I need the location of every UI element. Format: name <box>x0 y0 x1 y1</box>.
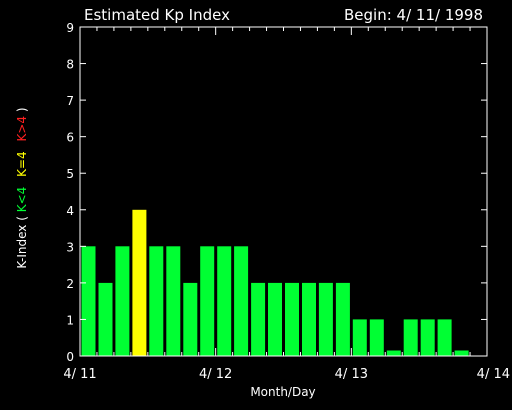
kp-bar <box>318 282 333 356</box>
kp-bar <box>352 319 367 356</box>
y-tick-label: 7 <box>66 94 74 108</box>
y-tick-label: 9 <box>66 21 74 35</box>
kp-bar <box>115 246 130 356</box>
kp-bar <box>166 246 181 356</box>
kp-bar <box>234 246 249 356</box>
y-tick-label: 6 <box>66 131 74 145</box>
x-tick-label: 4/ 12 <box>199 367 232 382</box>
x-tick-label: 4/ 11 <box>63 367 96 382</box>
y-tick-label: 8 <box>66 58 74 72</box>
kp-bar <box>183 282 198 356</box>
kp-bar <box>403 319 418 356</box>
kp-bar <box>369 319 384 356</box>
chart-title: Estimated Kp Index <box>84 6 230 24</box>
bar-series <box>81 209 469 356</box>
kp-bar <box>335 282 350 356</box>
y-axis-label: K-Index ( K<4 K=4 K>4 ) <box>15 107 29 268</box>
y-axis-label-low: K<4 <box>15 187 29 213</box>
x-tick-label: 4/ 14 <box>477 367 510 382</box>
chart-subtitle: Begin: 4/ 11/ 1998 <box>344 6 483 24</box>
y-tick-label: 1 <box>66 313 74 327</box>
kp-bar <box>217 246 232 356</box>
plot-area: 0 1 2 3 4 5 6 7 8 9 4/ 11 4/ 12 4/ 13 4/ 14 <box>63 21 510 382</box>
kp-bar <box>268 282 282 356</box>
y-tick-label: 5 <box>66 167 74 181</box>
y-tick-label: 4 <box>66 204 74 218</box>
kp-bar <box>386 350 401 356</box>
kp-bar <box>285 282 299 356</box>
x-tick-label: 4/ 13 <box>335 367 368 382</box>
kp-bar <box>302 282 316 356</box>
kp-bar <box>98 282 113 356</box>
kp-bar <box>454 350 469 356</box>
kp-bar <box>437 319 452 356</box>
kp-bar <box>200 246 215 356</box>
y-tick-label: 2 <box>66 277 74 291</box>
y-tick-label: 0 <box>66 350 74 364</box>
x-axis-label: Month/Day <box>250 385 315 399</box>
y-axis-label-prefix: K-Index ( <box>15 212 29 268</box>
y-tick-label: 3 <box>66 240 74 254</box>
y-axis-label-suffix: ) <box>15 107 29 112</box>
y-axis-label-high: K>4 <box>15 116 29 142</box>
kp-bar <box>251 282 266 356</box>
y-axis: 0 1 2 3 4 5 6 7 8 9 <box>66 21 487 364</box>
kp-bar <box>81 246 96 356</box>
kp-bar <box>149 246 164 356</box>
kp-bar <box>420 319 435 356</box>
kp-bar <box>132 209 147 356</box>
y-axis-label-mid: K=4 <box>15 151 29 177</box>
x-axis: 4/ 11 4/ 12 4/ 13 4/ 14 <box>63 27 510 382</box>
